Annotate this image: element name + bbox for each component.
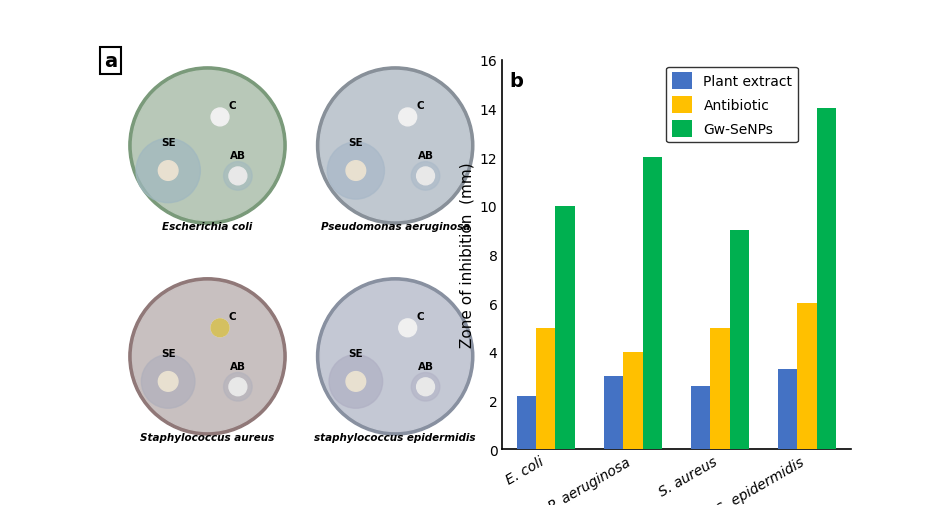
- Circle shape: [398, 319, 416, 337]
- Bar: [516, 396, 536, 449]
- Circle shape: [411, 373, 439, 401]
- Bar: [690, 386, 710, 449]
- Text: C: C: [416, 311, 424, 321]
- Text: C: C: [416, 100, 424, 111]
- Circle shape: [327, 142, 384, 200]
- Text: C: C: [228, 311, 236, 321]
- Text: AB: AB: [229, 150, 245, 161]
- Text: b: b: [509, 72, 523, 91]
- Circle shape: [159, 162, 177, 181]
- Bar: [710, 328, 729, 449]
- Circle shape: [228, 168, 246, 185]
- Circle shape: [128, 278, 286, 435]
- Circle shape: [211, 109, 228, 127]
- Text: SE: SE: [160, 138, 176, 148]
- Circle shape: [316, 278, 473, 435]
- Circle shape: [211, 319, 228, 337]
- Circle shape: [224, 373, 252, 401]
- Text: Pseudomonas aeruginosa: Pseudomonas aeruginosa: [320, 222, 469, 232]
- Text: Staphylococcus aureus: Staphylococcus aureus: [141, 432, 275, 442]
- Circle shape: [411, 162, 439, 191]
- Bar: [797, 304, 816, 449]
- Circle shape: [398, 109, 416, 127]
- Bar: [642, 158, 661, 449]
- Y-axis label: Zone of inhibition  (mm): Zone of inhibition (mm): [459, 163, 474, 347]
- Text: SE: SE: [348, 138, 362, 148]
- Circle shape: [316, 68, 473, 225]
- Bar: [603, 377, 623, 449]
- Circle shape: [416, 168, 434, 185]
- Text: a: a: [104, 52, 117, 71]
- Text: AB: AB: [417, 361, 433, 371]
- Circle shape: [132, 71, 282, 221]
- Bar: [816, 109, 834, 449]
- Circle shape: [320, 71, 470, 221]
- Text: Escherichia coli: Escherichia coli: [162, 222, 252, 232]
- Text: SE: SE: [348, 348, 362, 359]
- Circle shape: [320, 282, 470, 432]
- Bar: [536, 328, 555, 449]
- Text: AB: AB: [417, 150, 433, 161]
- Bar: [729, 231, 748, 449]
- Bar: [555, 207, 574, 449]
- Circle shape: [224, 162, 252, 191]
- Circle shape: [228, 378, 246, 396]
- Text: SE: SE: [160, 348, 176, 359]
- Circle shape: [346, 372, 365, 391]
- Bar: [623, 352, 642, 449]
- Bar: [778, 369, 797, 449]
- Text: AB: AB: [229, 361, 245, 371]
- Circle shape: [211, 319, 228, 337]
- Circle shape: [136, 139, 200, 204]
- Circle shape: [346, 162, 365, 181]
- Circle shape: [159, 372, 177, 391]
- Circle shape: [132, 282, 282, 432]
- Text: C: C: [228, 100, 236, 111]
- Circle shape: [329, 355, 382, 409]
- Legend: Plant extract, Antibiotic, Gw-SeNPs: Plant extract, Antibiotic, Gw-SeNPs: [666, 68, 797, 143]
- Circle shape: [142, 355, 194, 409]
- Circle shape: [128, 68, 286, 225]
- Text: staphylococcus epidermidis: staphylococcus epidermidis: [314, 432, 476, 442]
- Circle shape: [416, 378, 434, 396]
